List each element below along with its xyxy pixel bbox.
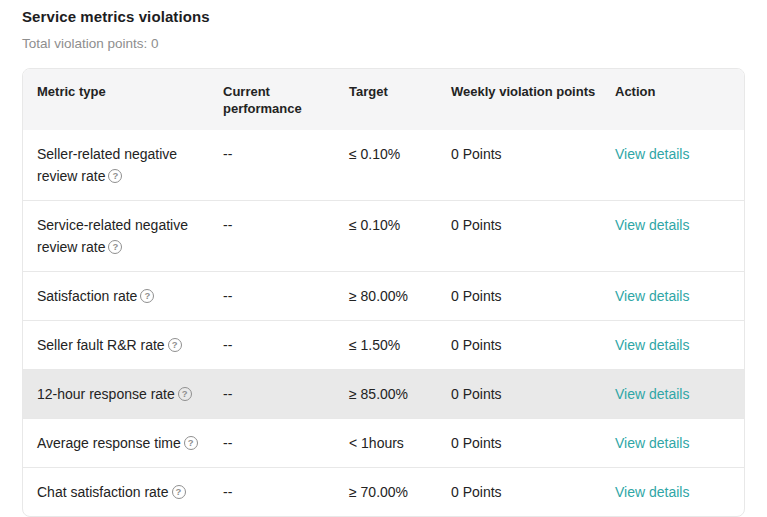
violation-points-value: 0 Points: [451, 272, 615, 320]
table-body: Seller-related negative review rate -- ≤…: [23, 130, 744, 516]
view-details-link[interactable]: View details: [615, 386, 689, 402]
view-details-link[interactable]: View details: [615, 217, 689, 233]
current-performance-value: --: [223, 201, 349, 249]
total-violation-points: Total violation points: 0: [22, 36, 745, 51]
page-title: Service metrics violations: [22, 8, 745, 25]
view-details-link[interactable]: View details: [615, 288, 689, 304]
metric-label: Average response time: [37, 435, 181, 451]
column-header-metric-type: Metric type: [37, 69, 223, 113]
metric-label: 12-hour response rate: [37, 386, 175, 402]
target-value: ≥ 85.00%: [349, 370, 451, 418]
target-value: ≥ 70.00%: [349, 468, 451, 516]
violation-points-value: 0 Points: [451, 130, 615, 178]
current-performance-value: --: [223, 419, 349, 467]
column-header-weekly-violation-points: Weekly violation points: [451, 69, 615, 113]
service-metrics-page: Service metrics violations Total violati…: [0, 0, 767, 517]
target-value: ≤ 0.10%: [349, 201, 451, 249]
help-icon[interactable]: [178, 387, 192, 401]
column-header-action: Action: [615, 69, 744, 113]
view-details-link[interactable]: View details: [615, 435, 689, 451]
current-performance-value: --: [223, 130, 349, 178]
help-icon[interactable]: [184, 436, 198, 450]
table-header-row: Metric type Current performance Target W…: [23, 69, 744, 130]
target-value: ≤ 1.50%: [349, 321, 451, 369]
target-value: ≥ 80.00%: [349, 272, 451, 320]
current-performance-value: --: [223, 468, 349, 516]
table-row-12-hour-response-rate: 12-hour response rate -- ≥ 85.00% 0 Poin…: [23, 369, 744, 418]
help-icon[interactable]: [140, 289, 154, 303]
current-performance-value: --: [223, 370, 349, 418]
violation-points-value: 0 Points: [451, 468, 615, 516]
target-value: < 1hours: [349, 419, 451, 467]
column-header-current-performance: Current performance: [223, 69, 349, 130]
help-icon[interactable]: [108, 240, 122, 254]
violation-points-value: 0 Points: [451, 419, 615, 467]
view-details-link[interactable]: View details: [615, 146, 689, 162]
current-performance-value: --: [223, 321, 349, 369]
table-row-satisfaction-rate: Satisfaction rate -- ≥ 80.00% 0 Points V…: [23, 271, 744, 320]
violation-points-value: 0 Points: [451, 201, 615, 249]
table-row-seller-fault-rr-rate: Seller fault R&R rate -- ≤ 1.50% 0 Point…: [23, 320, 744, 369]
view-details-link[interactable]: View details: [615, 337, 689, 353]
metric-label: Chat satisfaction rate: [37, 484, 169, 500]
metric-label: Seller fault R&R rate: [37, 337, 165, 353]
violation-points-value: 0 Points: [451, 370, 615, 418]
help-icon[interactable]: [172, 485, 186, 499]
view-details-link[interactable]: View details: [615, 484, 689, 500]
metric-label: Satisfaction rate: [37, 288, 137, 304]
help-icon[interactable]: [168, 338, 182, 352]
metrics-violations-table: Metric type Current performance Target W…: [22, 68, 745, 517]
current-performance-value: --: [223, 272, 349, 320]
violation-points-value: 0 Points: [451, 321, 615, 369]
help-icon[interactable]: [108, 169, 122, 183]
column-header-target: Target: [349, 69, 451, 113]
table-row-average-response-time: Average response time -- < 1hours 0 Poin…: [23, 418, 744, 467]
table-row-chat-satisfaction-rate: Chat satisfaction rate -- ≥ 70.00% 0 Poi…: [23, 467, 744, 516]
table-row-service-related-negative-review-rate: Service-related negative review rate -- …: [23, 200, 744, 271]
table-row-seller-related-negative-review-rate: Seller-related negative review rate -- ≤…: [23, 130, 744, 200]
target-value: ≤ 0.10%: [349, 130, 451, 178]
metric-label: Seller-related negative review rate: [37, 146, 177, 184]
